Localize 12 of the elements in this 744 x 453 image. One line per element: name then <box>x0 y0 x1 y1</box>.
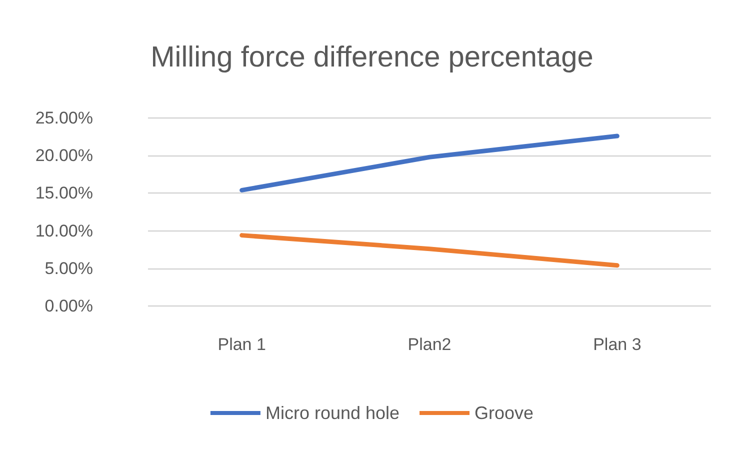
x-tick-label: Plan2 <box>408 335 452 354</box>
legend-label: Groove <box>474 403 534 423</box>
y-tick-label: 20.00% <box>35 146 93 166</box>
y-tick-label: 10.00% <box>35 221 93 240</box>
y-tick-label: 5.00% <box>44 258 93 278</box>
y-tick-label: 0.00% <box>44 296 93 316</box>
x-tick-label: Plan 1 <box>218 335 266 354</box>
legend-label: Micro round hole <box>265 403 400 423</box>
y-tick-label: 25.00% <box>35 108 93 128</box>
y-tick-label: 15.00% <box>35 184 93 203</box>
chart-title: Milling force difference percentage <box>150 42 594 74</box>
x-tick-label: Plan 3 <box>593 335 642 354</box>
